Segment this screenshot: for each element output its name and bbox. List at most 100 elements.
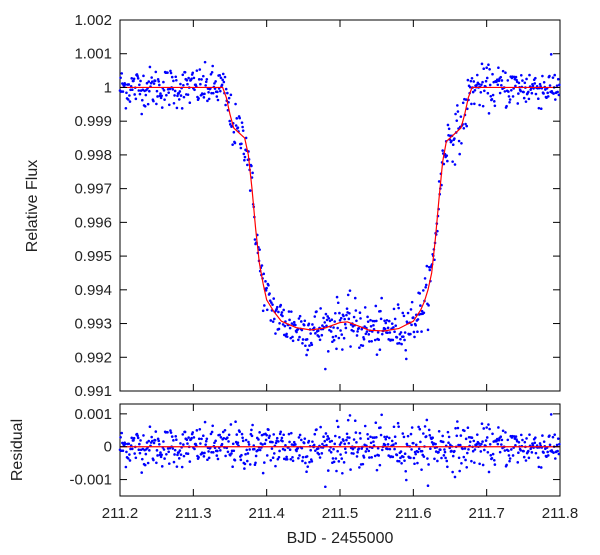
residual-point: [339, 453, 342, 456]
residual-point: [320, 452, 324, 455]
light-curve-point: [472, 80, 476, 83]
residual-point: [324, 485, 327, 489]
residual-point: [440, 456, 443, 460]
light-curve-point: [478, 103, 481, 107]
light-curve-point: [173, 94, 176, 97]
light-curve-point: [342, 314, 345, 318]
residual-point: [383, 435, 386, 439]
light-curve-point: [262, 272, 266, 276]
residual-point: [399, 450, 403, 453]
residual-point: [354, 431, 358, 434]
light-curve-point: [130, 77, 134, 80]
residual-point: [236, 441, 240, 444]
residual-point: [427, 428, 431, 432]
light-curve-point: [527, 90, 530, 94]
residual-point: [417, 425, 420, 429]
light-curve-point: [197, 97, 200, 100]
residual-x-tick-labels: 211.2 211.3 211.4 211.5 211.6 211.7 211.8: [102, 505, 578, 522]
residual-point: [414, 443, 418, 447]
residual-point: [240, 453, 243, 457]
x-tick-label: 211.3: [175, 505, 211, 522]
light-curve-point: [160, 106, 164, 109]
residual-point: [514, 443, 517, 447]
light-curve-point: [352, 329, 355, 333]
light-curve-point: [446, 159, 449, 163]
residual-point: [261, 443, 264, 446]
light-curve-point: [403, 338, 406, 342]
light-curve-point: [487, 63, 490, 67]
light-curve-point: [138, 83, 141, 87]
residual-point: [486, 451, 490, 454]
residual-point: [343, 442, 346, 446]
light-curve-point: [558, 83, 561, 87]
residual-point: [505, 463, 508, 467]
light-curve-point: [250, 164, 253, 168]
light-curve-point: [303, 319, 307, 323]
light-curve-point: [541, 74, 544, 78]
residual-point: [488, 442, 492, 446]
light-curve-y-tick-label: 0.992: [74, 349, 112, 366]
light-curve-point: [173, 89, 177, 93]
light-curve-point: [481, 104, 485, 108]
light-curve-point: [481, 80, 484, 84]
light-curve-point: [376, 331, 380, 334]
light-curve-point: [238, 116, 241, 120]
residual-point: [274, 464, 277, 468]
residual-y-tick-label: 0.001: [74, 406, 112, 423]
light-curve-y-tick-label: 0.998: [74, 147, 112, 164]
residual-point: [250, 428, 253, 432]
residual-point: [508, 457, 512, 460]
residual-point: [167, 462, 171, 465]
residual-point: [322, 435, 325, 439]
residual-point: [456, 420, 459, 423]
residual-point: [391, 455, 395, 459]
residual-point: [400, 461, 403, 465]
residual-point: [177, 457, 181, 460]
residual-point: [305, 470, 308, 474]
residual-point: [387, 436, 391, 440]
light-curve-point: [556, 77, 560, 81]
residual-point: [216, 457, 220, 461]
residual-point: [203, 451, 206, 455]
residual-point: [295, 449, 298, 453]
residual-point: [311, 440, 314, 443]
residual-point: [216, 449, 219, 453]
residual-point: [335, 469, 338, 473]
residual-point: [211, 424, 214, 428]
light-curve-point: [349, 345, 352, 348]
light-curve-point: [394, 324, 398, 327]
residual-point: [420, 468, 423, 471]
light-curve-point: [383, 319, 386, 323]
light-curve-point: [232, 130, 236, 134]
residual-point: [190, 436, 193, 440]
light-curve-point: [244, 136, 248, 140]
light-curve-point: [243, 155, 247, 159]
residual-point: [140, 457, 144, 461]
light-curve-point: [386, 326, 390, 330]
light-curve-point: [195, 69, 199, 72]
light-curve-point: [358, 311, 362, 315]
residual-point: [358, 431, 362, 435]
light-curve-point: [336, 301, 340, 305]
residual-point: [284, 443, 287, 447]
light-curve-point: [546, 91, 549, 95]
residual-point: [229, 423, 233, 426]
light-curve-point: [392, 307, 396, 311]
residual-point: [396, 421, 400, 425]
residual-point: [124, 465, 128, 469]
residual-point: [556, 437, 560, 440]
light-curve-y-tick-label: 0.997: [74, 181, 112, 198]
light-curve-point: [127, 83, 131, 86]
light-curve-point: [227, 96, 231, 100]
residual-point: [291, 459, 295, 463]
light-curve-point: [406, 311, 410, 315]
light-curve-point: [366, 315, 369, 319]
residual-point: [227, 440, 230, 443]
light-curve-point: [551, 76, 555, 79]
residual-point: [173, 448, 177, 452]
light-curve-point: [142, 74, 145, 78]
light-curve-point: [375, 353, 379, 356]
light-curve-point: [205, 77, 209, 81]
residual-point: [296, 446, 300, 450]
